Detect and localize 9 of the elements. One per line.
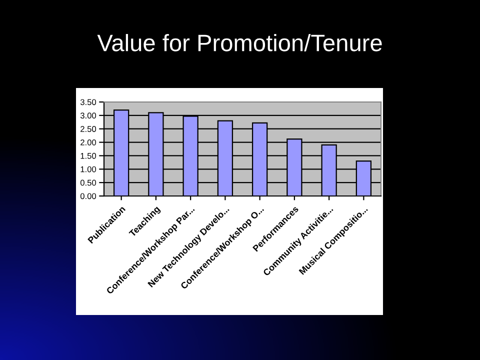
y-tick-label: 2.50 bbox=[80, 126, 96, 132]
y-tick-label: 0.50 bbox=[80, 180, 96, 186]
y-tick-label: 0.00 bbox=[80, 193, 96, 200]
y-tick-label: 1.00 bbox=[80, 166, 96, 172]
chart-title: Value for Promotion/Tenure bbox=[97, 34, 382, 52]
y-tick-label: 3.00 bbox=[80, 112, 96, 119]
y-tick-label: 3.50 bbox=[80, 99, 96, 106]
y-tick-label: 1.50 bbox=[80, 152, 96, 159]
y-tick-label: 2.00 bbox=[80, 139, 96, 146]
